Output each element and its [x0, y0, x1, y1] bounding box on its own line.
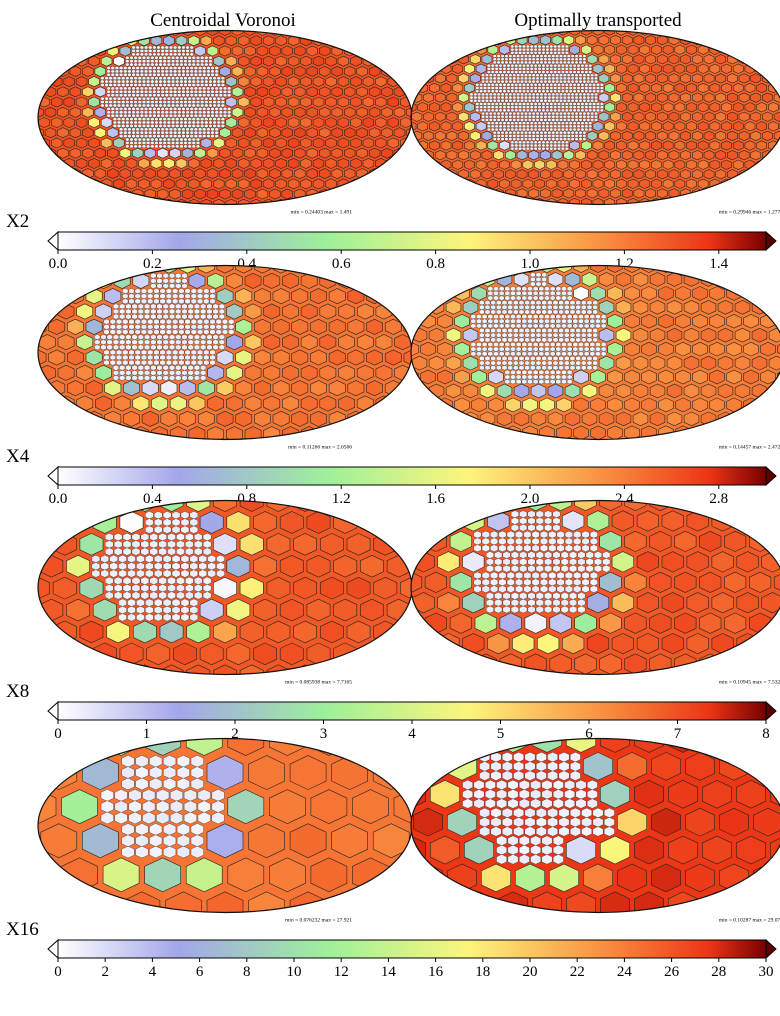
colorbar-tick-label: 18 [475, 964, 490, 980]
min-max-stats: min = 0.29946 max = 1.2775 [719, 210, 780, 216]
min-max-stats: min = 0.085938 max = 7.7165 [285, 680, 352, 686]
mesh-outline [410, 737, 780, 914]
colorbar-gradient [57, 701, 767, 721]
colorbar-tick-label: 0.6 [332, 256, 351, 272]
colorbar-tick-label: 6 [196, 964, 204, 980]
colorbar-tick-label: 2.8 [709, 491, 728, 507]
min-max-stats: min = 0.076232 max = 27.921 [285, 918, 352, 924]
mesh-panel-left: min = 0.24403 max = 1.491 [37, 29, 413, 216]
colorbar-tick-label: 28 [711, 964, 726, 980]
colorbar-under-arrow [47, 700, 59, 722]
colorbar: 0 2 4 6 8 10 12 14 16 18 20 22 24 26 28 30 [47, 938, 777, 980]
mesh-panel-right: min = 0.14457 max = 2.4726 [410, 264, 780, 451]
colorbar-tick-label: 8 [762, 726, 770, 742]
colorbar-tick-label: 14 [381, 964, 397, 980]
colorbar-under-arrow [47, 230, 59, 252]
colorbar-gradient [57, 466, 767, 486]
row-label: X8 [6, 681, 29, 702]
colorbar-tick-label: 7 [674, 726, 682, 742]
mesh-outline [410, 499, 780, 676]
colorbar-tick-label: 10 [287, 964, 302, 980]
row-label: X2 [6, 211, 29, 232]
colorbar-tick-label: 2.0 [521, 491, 540, 507]
colorbar-tick-label: 0.2 [143, 256, 162, 272]
colorbar-tick-label: 12 [334, 964, 349, 980]
colorbar-tick-label: 3 [320, 726, 328, 742]
figure-rows: min = 0.24403 max = 1.491 min = 0.29946 m… [6, 29, 780, 980]
colorbar-over-arrow [765, 700, 777, 722]
mesh-panel-right: min = 0.10945 max = 7.5329 [410, 499, 780, 686]
colorbar-tick-label: 20 [523, 964, 538, 980]
colorbar-tick-label: 1 [143, 726, 151, 742]
row-label: X16 [6, 919, 39, 940]
colorbar-tick-label: 1.0 [521, 256, 540, 272]
min-max-stats: min = 0.24403 max = 1.491 [291, 210, 353, 216]
row-label: X4 [6, 446, 30, 467]
mesh-panel-left: min = 0.11266 max = 2.6566 [37, 264, 413, 451]
colorbar-tick-label: 0 [54, 726, 62, 742]
colorbar-tick-label: 0.0 [49, 491, 68, 507]
mesh-outline [410, 264, 780, 441]
row-x16: min = 0.076232 max = 27.921 min = 0.10287… [6, 737, 780, 980]
mesh-panel-left: min = 0.076232 max = 27.921 [37, 737, 413, 924]
min-max-stats: min = 0.10287 max = 29.077 [719, 918, 780, 924]
colorbar-tick-label: 2 [231, 726, 239, 742]
mesh-panel-right: min = 0.29946 max = 1.2775 [410, 29, 780, 216]
mesh-panel-left: min = 0.085938 max = 7.7165 [37, 499, 413, 686]
colorbar-tick-label: 30 [759, 964, 774, 980]
mesh-outline [410, 29, 780, 206]
colorbar-under-arrow [47, 938, 59, 960]
colorbar-tick-label: 1.2 [332, 491, 351, 507]
row-x8: min = 0.085938 max = 7.7165 min = 0.10945… [6, 499, 780, 742]
colorbar-tick-label: 0.0 [49, 256, 68, 272]
colorbar-tick-label: 1.4 [709, 256, 728, 272]
colorbar-tick-label: 26 [664, 964, 680, 980]
colorbar-tick-label: 4 [408, 726, 416, 742]
colorbar-over-arrow [765, 465, 777, 487]
colorbar: 0 1 2 3 4 5 6 7 8 [47, 700, 777, 742]
colorbar-tick-label: 16 [428, 964, 444, 980]
colorbar-over-arrow [765, 230, 777, 252]
colorbar-tick-label: 5 [497, 726, 505, 742]
colorbar-tick-label: 4 [149, 964, 157, 980]
colorbar-tick-label: 8 [243, 964, 251, 980]
colorbar-tick-label: 24 [617, 964, 633, 980]
min-max-stats: min = 0.14457 max = 2.4726 [719, 445, 780, 451]
colorbar-tick-label: 6 [585, 726, 593, 742]
min-max-stats: min = 0.11266 max = 2.6566 [288, 445, 352, 451]
colorbar-tick-label: 0 [54, 964, 62, 980]
colorbar-tick-label: 0.8 [426, 256, 445, 272]
colorbar-tick-label: 0.4 [143, 491, 162, 507]
colorbar-tick-label: 2 [101, 964, 109, 980]
colorbar-gradient [57, 939, 767, 959]
row-x4: min = 0.11266 max = 2.6566 min = 0.14457 … [6, 264, 780, 507]
column-header-left: Centroidal Voronoi [150, 10, 296, 31]
colorbar-gradient [57, 231, 767, 251]
colorbar-over-arrow [765, 938, 777, 960]
colorbar-tick-label: 22 [570, 964, 585, 980]
mesh-cells [38, 30, 412, 205]
colorbar: 0.0 0.2 0.4 0.6 0.8 1.0 1.2 1.4 [47, 230, 777, 272]
row-x2: min = 0.24403 max = 1.491 min = 0.29946 m… [6, 29, 780, 272]
column-header-right: Optimally transported [514, 10, 682, 31]
min-max-stats: min = 0.10945 max = 7.5329 [719, 680, 780, 686]
mesh-panel-right: min = 0.10287 max = 29.077 [410, 737, 780, 924]
colorbar-tick-label: 1.6 [426, 491, 445, 507]
colorbar-under-arrow [47, 465, 59, 487]
colorbar: 0.0 0.4 0.8 1.2 1.6 2.0 2.4 2.8 [47, 465, 777, 507]
